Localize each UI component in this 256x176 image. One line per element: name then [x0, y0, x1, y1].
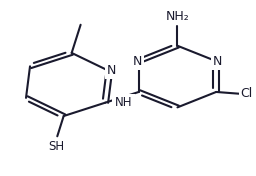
Text: NH₂: NH₂ — [166, 10, 189, 23]
Text: N: N — [213, 55, 222, 68]
Text: SH: SH — [48, 140, 64, 153]
Text: N: N — [133, 55, 142, 68]
Text: Cl: Cl — [240, 87, 253, 100]
Text: NH: NH — [115, 96, 132, 109]
Text: N: N — [107, 64, 116, 77]
